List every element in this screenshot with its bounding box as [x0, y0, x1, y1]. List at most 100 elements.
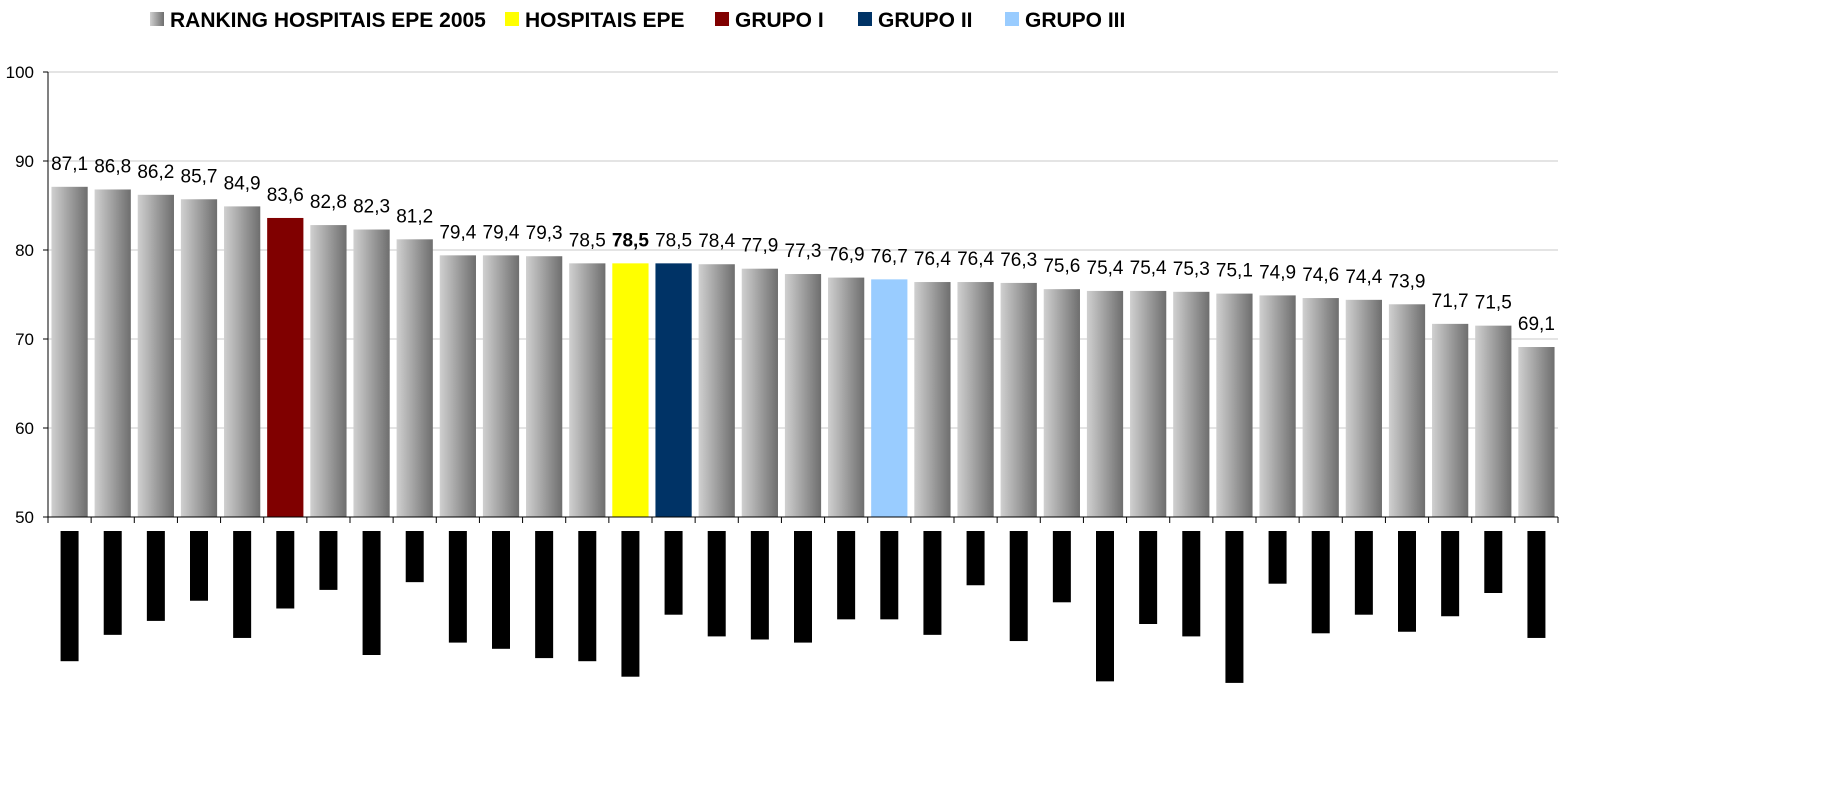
- bar-16: [741, 268, 778, 517]
- redacted-label-7: [362, 531, 381, 655]
- redacted-label-13: [621, 531, 640, 677]
- legend-label-2: GRUPO I: [735, 9, 824, 32]
- bars: [51, 186, 1555, 518]
- bar-11: [526, 256, 563, 517]
- bar-18: [828, 277, 865, 517]
- bar-17: [784, 274, 822, 517]
- redacted-label-15: [707, 531, 726, 637]
- bar-4: [224, 206, 261, 517]
- data-label-14: 78,5: [655, 230, 692, 251]
- redacted-label-4: [233, 531, 252, 638]
- bar-5: [267, 217, 304, 517]
- redacted-label-6: [319, 531, 338, 590]
- data-label-0: 87,1: [51, 154, 88, 175]
- legend-swatch-0: [150, 12, 164, 26]
- data-label-19: 76,7: [871, 246, 908, 267]
- redacted-label-23: [1052, 531, 1071, 603]
- redacted-label-18: [837, 531, 856, 620]
- bar-0: [51, 186, 88, 517]
- redacted-label-9: [448, 531, 467, 643]
- data-label-17: 77,3: [785, 241, 822, 262]
- bar-15: [698, 264, 735, 517]
- bar-24: [1086, 290, 1124, 517]
- data-label-28: 74,9: [1259, 262, 1296, 283]
- data-label-27: 75,1: [1216, 261, 1253, 282]
- legend-swatch-4: [1005, 12, 1019, 26]
- data-label-11: 79,3: [526, 223, 563, 244]
- data-label-24: 75,4: [1087, 258, 1124, 279]
- bar-8: [396, 239, 433, 517]
- redacted-category-labels: [60, 531, 1546, 683]
- redacted-label-16: [750, 531, 769, 640]
- data-label-2: 86,2: [137, 162, 174, 183]
- legend-label-1: HOSPITAIS EPE: [525, 9, 684, 32]
- redacted-label-32: [1441, 531, 1460, 617]
- data-label-34: 69,1: [1518, 314, 1555, 335]
- data-label-22: 76,3: [1000, 250, 1037, 271]
- data-labels: 87,1 86,8 86,2 85,7 84,9 83,6 82,8 82,3 81,2 79,4…: [51, 154, 1555, 335]
- redacted-label-25: [1139, 531, 1158, 624]
- redacted-label-30: [1354, 531, 1373, 615]
- bar-14: [655, 263, 692, 517]
- legend-label-3: GRUPO II: [878, 9, 973, 32]
- data-label-10: 79,4: [483, 222, 520, 243]
- redacted-label-20: [923, 531, 942, 635]
- x-axis: [47, 516, 1559, 523]
- data-label-23: 75,6: [1043, 256, 1080, 277]
- data-label-20: 76,4: [914, 249, 951, 270]
- bar-22: [1000, 282, 1037, 517]
- bar-12: [569, 263, 606, 517]
- redacted-label-34: [1527, 531, 1546, 638]
- redacted-label-24: [1096, 531, 1114, 682]
- data-label-32: 71,7: [1432, 291, 1469, 312]
- bar-23: [1043, 289, 1080, 517]
- y-tick-label-70: 70: [15, 330, 34, 349]
- data-label-21: 76,4: [957, 249, 994, 270]
- bar-25: [1130, 290, 1167, 517]
- bar-28: [1259, 295, 1296, 517]
- data-label-15: 78,4: [698, 231, 735, 252]
- bar-6: [310, 225, 347, 517]
- bar-21: [957, 282, 994, 517]
- redacted-label-31: [1398, 531, 1416, 632]
- data-label-5: 83,6: [267, 185, 304, 206]
- data-label-7: 82,3: [353, 197, 390, 218]
- redacted-label-8: [405, 531, 424, 583]
- redacted-label-21: [966, 531, 985, 586]
- y-tick-label-80: 80: [15, 241, 34, 260]
- redacted-label-1: [103, 531, 122, 635]
- redacted-label-22: [1009, 531, 1028, 642]
- legend: RANKING HOSPITAIS EPE 2005 HOSPITAIS EPE G…: [150, 9, 1125, 32]
- data-label-31: 73,9: [1389, 271, 1426, 292]
- data-label-4: 84,9: [224, 173, 261, 194]
- bar-1: [94, 189, 131, 518]
- bar-34: [1518, 347, 1555, 517]
- redacted-label-28: [1268, 531, 1287, 584]
- legend-swatch-1: [505, 12, 519, 26]
- redacted-label-14: [664, 531, 683, 615]
- bar-31: [1388, 304, 1426, 517]
- data-label-26: 75,3: [1173, 259, 1210, 280]
- bar-7: [353, 229, 390, 517]
- redacted-label-3: [190, 531, 208, 601]
- redacted-label-17: [794, 531, 812, 643]
- bar-33: [1475, 325, 1512, 517]
- redacted-label-26: [1182, 531, 1201, 637]
- data-label-3: 85,7: [181, 166, 218, 187]
- bar-19: [871, 279, 908, 517]
- redacted-label-29: [1311, 531, 1330, 634]
- data-label-8: 81,2: [396, 206, 433, 227]
- redacted-label-5: [276, 531, 295, 609]
- data-label-16: 77,9: [741, 236, 778, 257]
- data-label-1: 86,8: [94, 156, 131, 177]
- redacted-label-12: [578, 531, 597, 662]
- bar-32: [1432, 323, 1469, 517]
- data-label-25: 75,4: [1130, 258, 1167, 279]
- bar-9: [439, 255, 476, 517]
- bar-26: [1173, 291, 1210, 517]
- redacted-label-27: [1225, 531, 1244, 683]
- data-label-12: 78,5: [569, 230, 606, 251]
- data-label-33: 71,5: [1475, 293, 1512, 314]
- data-label-29: 74,6: [1302, 265, 1339, 286]
